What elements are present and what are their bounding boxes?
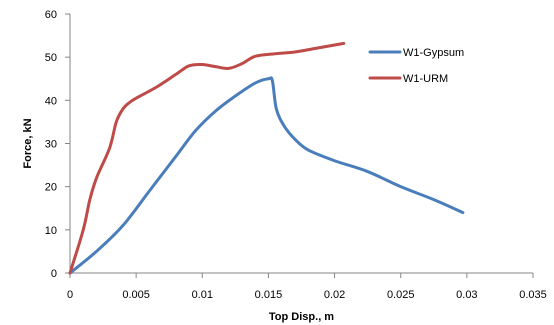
x-tick-label: 0.02 (324, 289, 345, 301)
y-tick-label: 40 (45, 95, 57, 107)
series-line-w1-gypsum (68, 76, 465, 275)
series-line-w1-urm (68, 41, 346, 275)
y-tick-label: 20 (45, 182, 57, 194)
x-tick-label: 0.03 (456, 289, 477, 301)
x-tick-label: 0.035 (519, 289, 547, 301)
x-tick-label: 0.015 (255, 289, 283, 301)
y-tick-label: 0 (51, 268, 57, 280)
x-tick-label: 0.005 (122, 289, 150, 301)
x-tick-label: 0 (67, 289, 73, 301)
legend: W1-Gypsum W1-URM (368, 47, 464, 85)
x-tick-label: 0.01 (192, 289, 213, 301)
legend-label: W1-Gypsum (403, 47, 464, 59)
x-axis-title: Top Disp., m (269, 311, 334, 323)
y-tick-label: 50 (45, 52, 57, 64)
x-tick-label: 0.025 (387, 289, 415, 301)
y-tick-label: 30 (45, 139, 57, 151)
y-tick-label: 10 (45, 225, 57, 237)
ticks: 0 10 20 30 40 50 60 0 0.005 0.01 0.015 0.02 0.025 0.0… (45, 9, 547, 301)
y-axis-title: Force, kN (22, 118, 34, 168)
legend-label: W1-URM (403, 73, 448, 85)
y-tick-label: 60 (45, 9, 57, 21)
series-lines (68, 41, 465, 275)
